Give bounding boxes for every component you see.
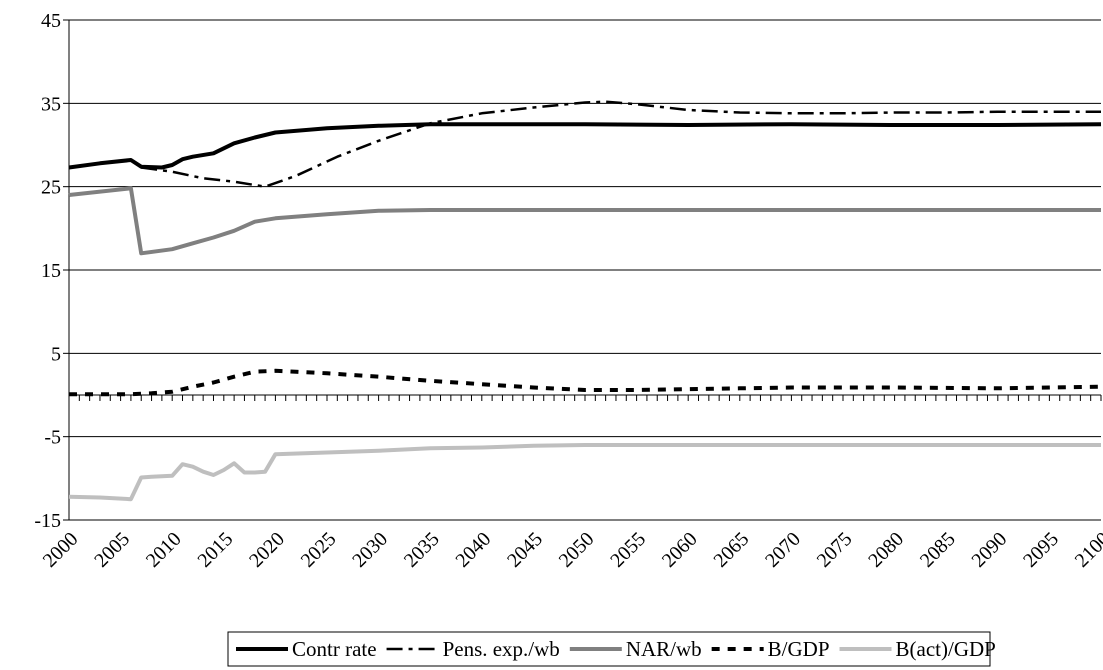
series-lines [68,100,1102,502]
legend-label: B/GDP [768,637,830,661]
x-tick-label: 2025 [297,528,341,572]
series-line-contr-rate [68,122,1102,170]
x-tick-label: 2010 [142,528,186,572]
legend-label: B(act)/GDP [896,637,996,661]
x-tick-label: 2040 [451,528,495,572]
series-line-b-gdp [69,368,1102,397]
y-tick-label: 5 [51,343,61,365]
x-tick-label: 2070 [761,528,805,572]
x-tick-label: 2020 [245,528,289,572]
x-tick-label: 2055 [606,528,650,572]
y-axis: 45 35 25 15 5 -5 -15 [34,10,70,532]
y-tick-label: 15 [41,260,61,282]
x-tick-label: 2100 [1071,528,1103,572]
series-line-pens-exp-wb [141,100,1101,188]
legend-label: NAR/wb [626,637,702,661]
legend-label: Contr rate [292,637,377,661]
x-tick-label: 2080 [864,528,908,572]
x-tick-label: 2035 [400,528,444,572]
y-tick-label: 25 [41,177,61,199]
x-axis: 2000 2005 2010 2015 2020 2025 2030 2035 2040 2045… [39,394,1103,572]
x-tick-label: 2030 [348,528,392,572]
series-line-b-act-gdp [68,443,1101,502]
x-tick-label: 2090 [967,528,1011,572]
x-tick-label: 2065 [709,528,753,572]
series-line-nar-wb [68,186,1101,256]
x-tick-label: 2060 [658,528,702,572]
x-tick-label: 2095 [1019,528,1063,572]
x-tick-label: 2050 [555,528,599,572]
y-tick-label: 35 [41,93,61,115]
x-tick-label: 2075 [813,528,857,572]
x-tick-label: 2045 [503,528,547,572]
x-tick-label: 2000 [39,528,83,572]
x-tick-label: 2005 [90,528,134,572]
legend-label: Pens. exp./wb [443,637,560,661]
y-tick-label: -5 [44,427,61,449]
y-tick-label: -15 [34,510,61,532]
x-tick-label: 2085 [916,528,960,572]
legend: Contr rate Pens. exp./wb NAR/wb B/GDP B(act)… [227,631,996,667]
gridlines [69,19,1101,521]
x-tick-label: 2015 [193,528,237,572]
y-tick-label: 45 [41,10,61,32]
